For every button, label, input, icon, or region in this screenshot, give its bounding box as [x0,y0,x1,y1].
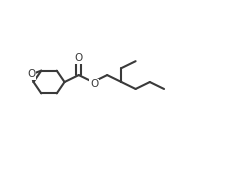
Text: O: O [27,69,35,79]
Text: O: O [90,79,98,89]
Text: O: O [74,53,82,63]
